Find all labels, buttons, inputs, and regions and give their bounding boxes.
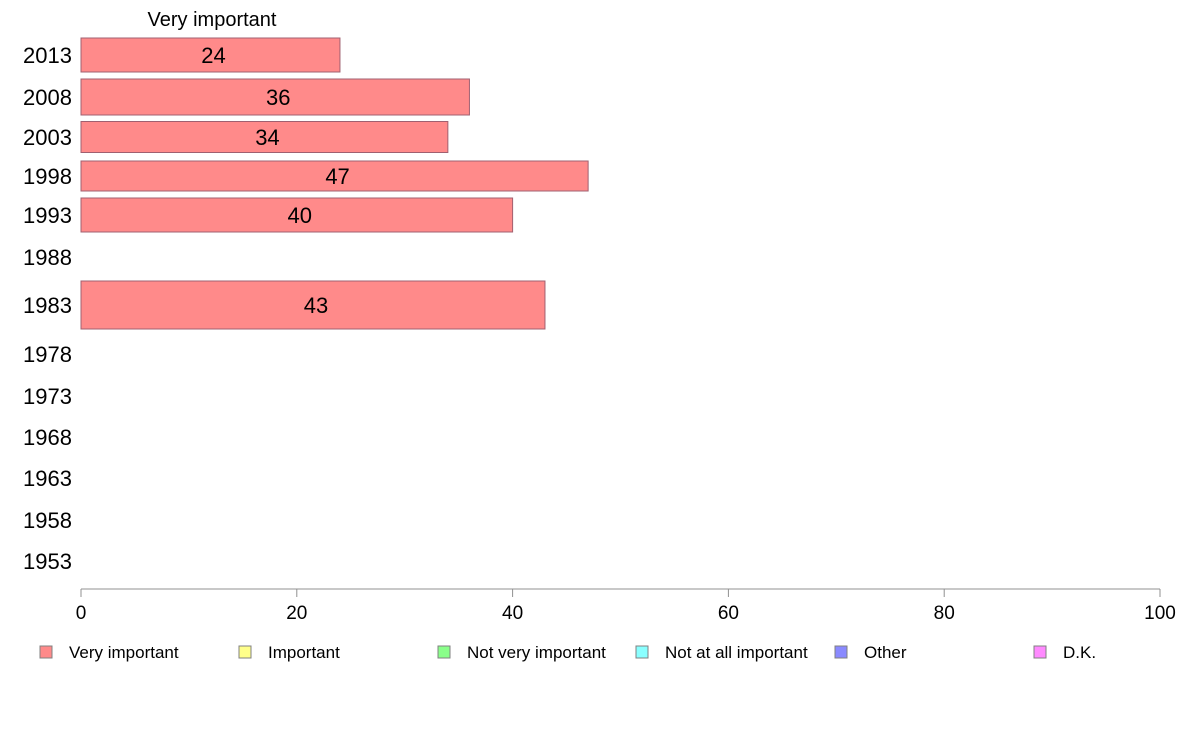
year-label-1963: 1963 (23, 466, 72, 491)
year-label-1988: 1988 (23, 245, 72, 270)
legend-swatch-d-k (1033, 645, 1047, 659)
year-label-1973: 1973 (23, 384, 72, 409)
legend-label-other: Other (864, 643, 907, 662)
year-label-1953: 1953 (23, 549, 72, 574)
legend-label-not-very-important: Not very important (467, 643, 606, 662)
bar-rows: 2013 24 2008 36 2003 34 1998 47 1993 40 1988 1983 43… (23, 37, 589, 574)
legend-label-d-k: D.K. (1063, 643, 1096, 662)
year-label-1998: 1998 (23, 164, 72, 189)
year-label-1978: 1978 (23, 342, 72, 367)
bar-value-label-1983: 43 (304, 293, 328, 318)
x-tick-label-80: 80 (934, 603, 955, 624)
year-label-2003: 2003 (23, 125, 72, 150)
legend-swatch-not-at-all-important (635, 645, 649, 659)
series-title: Very important (148, 9, 277, 31)
legend-label-not-at-all-important: Not at all important (665, 643, 808, 662)
legend-swatch-not-very-important (437, 645, 451, 659)
year-label-1993: 1993 (23, 203, 72, 228)
legend: Very important Important Not very importan… (39, 643, 1096, 662)
bar-value-label-2003: 34 (255, 125, 279, 150)
legend-swatch-other (834, 645, 848, 659)
x-tick-label-0: 0 (76, 603, 87, 624)
bar-2013 (80, 37, 341, 73)
bar-1993 (80, 197, 514, 233)
legend-label-important: Important (268, 643, 340, 662)
year-label-1968: 1968 (23, 425, 72, 450)
bar-value-label-1993: 40 (288, 203, 312, 228)
bar-value-label-2013: 24 (201, 43, 225, 68)
legend-label-very-important: Very important (69, 643, 179, 662)
x-tick-label-100: 100 (1144, 603, 1176, 624)
legend-swatch-very-important (39, 645, 53, 659)
year-label-2008: 2008 (23, 85, 72, 110)
year-label-1983: 1983 (23, 293, 72, 318)
bar-2003 (80, 121, 449, 153)
bar-1983 (80, 280, 546, 330)
bar-1998 (80, 160, 589, 192)
x-axis: 0 20 40 60 80 100 (76, 588, 1176, 624)
year-label-1958: 1958 (23, 508, 72, 533)
legend-swatch-important (238, 645, 252, 659)
x-tick-label-40: 40 (502, 603, 523, 624)
bar-value-label-2008: 36 (266, 85, 290, 110)
year-label-2013: 2013 (23, 43, 72, 68)
x-tick-label-20: 20 (286, 603, 307, 624)
bar-value-label-1998: 47 (325, 164, 349, 189)
x-tick-label-60: 60 (718, 603, 739, 624)
bar-2008 (80, 78, 470, 116)
